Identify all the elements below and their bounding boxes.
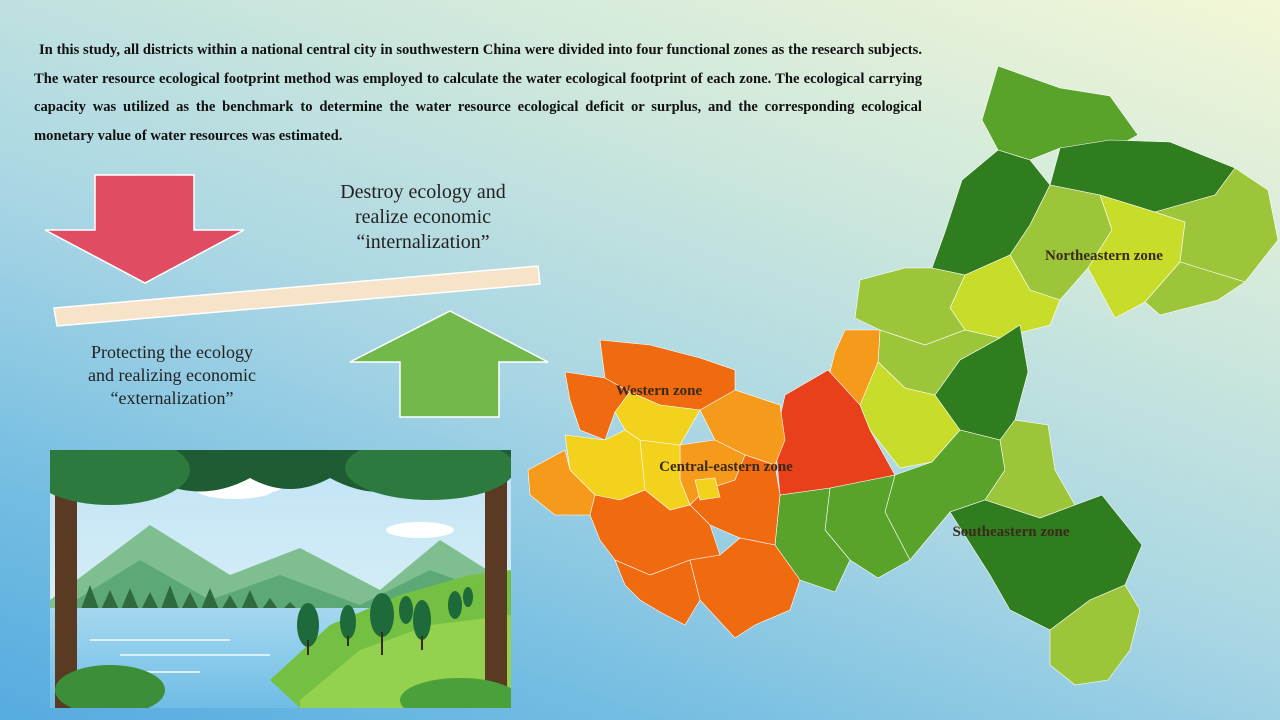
up-arrow-icon — [349, 310, 549, 418]
caption-line: “internalization” — [356, 231, 490, 253]
caption-line: and realizing economic — [88, 365, 256, 385]
functional-zone-map: Northeastern zone Western zone Central-e… — [527, 65, 1279, 686]
district-ne-9 — [854, 267, 966, 346]
caption-line: realize economic — [354, 206, 492, 228]
internalization-caption: Destroy ecology and realize economic “in… — [318, 180, 528, 255]
district-ne-6 — [1153, 167, 1279, 283]
caption-line: Destroy ecology and — [340, 181, 506, 203]
district-w-7 — [614, 559, 701, 626]
district-ne-7 — [1144, 261, 1246, 316]
externalization-caption: Protecting the ecology and realizing eco… — [62, 341, 282, 410]
northeastern-zone-label: Northeastern zone — [1045, 248, 1163, 264]
district-w-2 — [564, 371, 631, 441]
caption-line: “externalization” — [110, 388, 234, 408]
district-se-5 — [1049, 584, 1141, 686]
intro-paragraph: In this study, all districts within a na… — [34, 42, 922, 144]
southeastern-zone-label: Southeastern zone — [952, 524, 1069, 540]
forest-lake-illustration — [50, 450, 511, 708]
seesaw-beam — [53, 265, 541, 327]
district-ce-4 — [689, 454, 781, 546]
caption-line: Protecting the ecology — [91, 342, 253, 362]
district-w-8 — [689, 537, 801, 639]
district-ce-5 — [694, 477, 721, 501]
central-eastern-zone-label: Central-eastern zone — [659, 459, 793, 475]
western-zone-label: Western zone — [616, 383, 703, 399]
down-arrow-icon — [44, 174, 245, 284]
